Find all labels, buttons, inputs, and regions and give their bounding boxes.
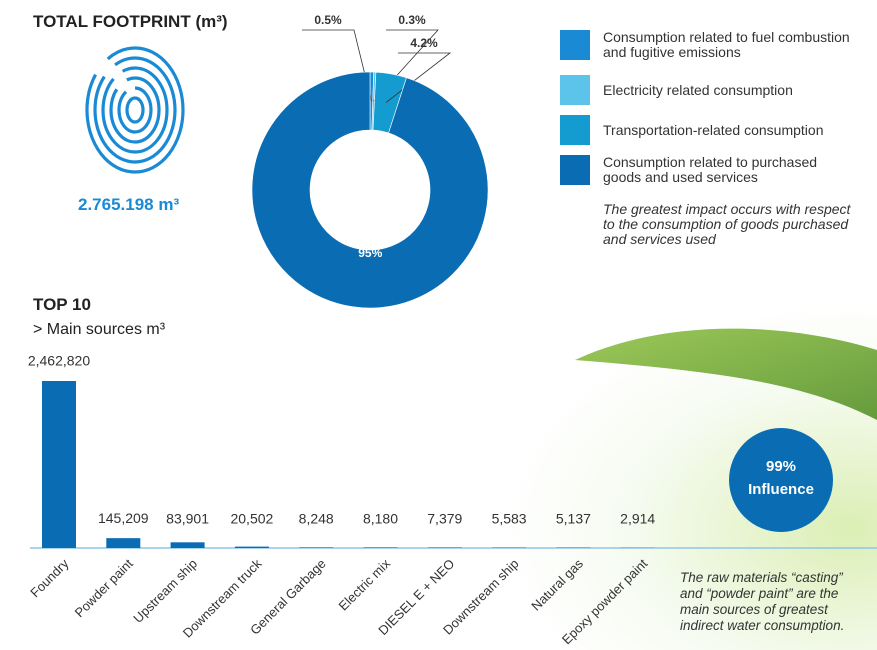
value-label: 2,914: [620, 511, 655, 527]
bar: [106, 538, 140, 548]
bar: [428, 547, 462, 548]
legend-item: Consumption related to fuel combustion a…: [560, 30, 853, 60]
legend-label: Transportation-related consumption: [603, 123, 853, 138]
slice-label: 0.3%: [398, 13, 426, 27]
x-tick-label: Upstream ship: [130, 556, 200, 626]
bar: [364, 547, 398, 548]
legend-item: Transportation-related consumption: [560, 115, 853, 145]
slice-label: 4.2%: [410, 36, 438, 50]
value-label: 83,901: [166, 511, 209, 527]
legend-swatch: [560, 115, 590, 145]
slice-label: 95%: [358, 246, 382, 260]
legend-swatch: [560, 30, 590, 60]
bar: [235, 547, 269, 548]
footprint-total: 2.765.198 m³: [78, 195, 179, 215]
legend-item: Consumption related to purchased goods a…: [560, 155, 853, 185]
value-label: 8,248: [299, 511, 334, 527]
legend-swatch: [560, 155, 590, 185]
value-label: 7,379: [427, 511, 462, 527]
footprint-title: TOTAL FOOTPRINT (m³): [33, 12, 228, 32]
bar: [42, 381, 76, 548]
value-label: 145,209: [98, 510, 149, 526]
bar-subtitle: > Main sources m³: [33, 321, 165, 339]
value-label: 2,462,820: [28, 353, 90, 369]
pie-slice: [252, 72, 488, 308]
value-label: 8,180: [363, 511, 398, 527]
legend-item: Electricity related consumption: [560, 75, 853, 105]
legend-swatch: [560, 75, 590, 105]
page: 99% Influence 0.5% 0.3% 4.2% 95% 2,462,820 Fo…: [0, 0, 877, 650]
fingerprint-icon: [87, 48, 183, 172]
legend-label: Electricity related consumption: [603, 83, 853, 98]
influence-label: Influence: [748, 481, 814, 498]
value-label: 5,583: [492, 511, 527, 527]
legend-label: Consumption related to fuel combustion a…: [603, 30, 853, 60]
x-tick-label: Powder paint: [72, 556, 137, 621]
bar-title: TOP 10: [33, 295, 91, 315]
legend-note: The greatest impact occurs with respect …: [603, 202, 853, 247]
x-tick-label: Natural gas: [528, 556, 586, 614]
influence-value: 99%: [766, 458, 796, 475]
bar: [171, 542, 205, 548]
bottom-note: The raw materials “casting” and “powder …: [680, 570, 865, 634]
bar: [299, 547, 333, 548]
x-tick-label: Foundry: [27, 556, 72, 601]
value-label: 20,502: [230, 511, 273, 527]
value-label: 5,137: [556, 511, 591, 527]
legend-label: Consumption related to purchased goods a…: [603, 155, 853, 185]
slice-label: 0.5%: [314, 13, 342, 27]
x-tick-label: Electric mix: [335, 556, 393, 614]
leaf: [575, 329, 877, 420]
